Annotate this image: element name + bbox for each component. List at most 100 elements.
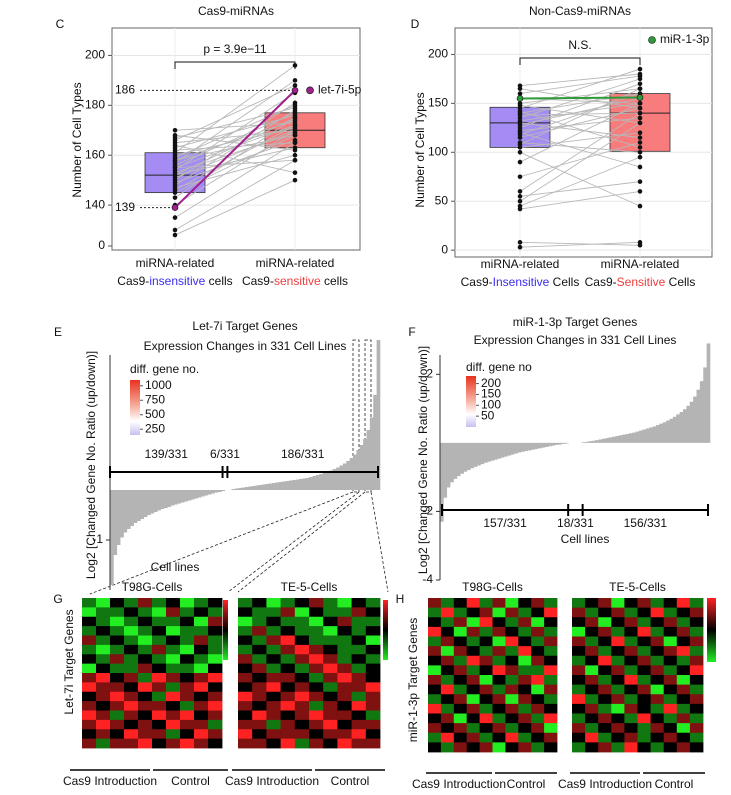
- heatmap-cell: [531, 694, 545, 705]
- heatmap-cell: [492, 655, 506, 666]
- heatmap-cell: [208, 691, 223, 702]
- pair-line: [519, 142, 641, 178]
- heatmap-cell: [572, 655, 586, 666]
- heatmap-cell: [585, 655, 599, 666]
- pair-point: [637, 189, 643, 194]
- colorbar-tick-label: 500: [145, 407, 165, 421]
- colorbar: [707, 598, 716, 662]
- bar: [504, 442, 508, 457]
- heatmap-cell: [194, 701, 209, 711]
- heatmap-cell: [266, 654, 281, 665]
- y-tick-label: 50: [435, 193, 449, 207]
- heatmap-cell: [294, 644, 310, 655]
- heatmap-cell: [518, 713, 532, 724]
- heatmap-cell: [194, 654, 209, 665]
- heatmap-cell: [365, 663, 381, 674]
- pair-line: [174, 134, 296, 151]
- heatmap-cell: [124, 616, 139, 627]
- pair-point: [637, 66, 643, 72]
- pair-point: [637, 179, 643, 184]
- heatmap-cell: [598, 665, 612, 676]
- colorbar-title: diff. gene no.: [130, 362, 199, 376]
- heatmap-cell: [663, 703, 678, 714]
- heatmap-cell: [585, 713, 599, 724]
- heatmap-cell: [294, 729, 310, 740]
- heatmap-cell: [544, 703, 558, 714]
- y-axis-label: Number of Cell Types: [413, 92, 427, 207]
- heatmap-cell: [252, 616, 267, 627]
- heatmap-cell: [124, 663, 139, 674]
- heatmap-cell: [323, 729, 338, 740]
- heatmap-cell: [572, 607, 586, 618]
- heatmap-cell: [166, 654, 181, 665]
- heatmap-cell: [637, 665, 651, 676]
- category-label: Cas9-insensitive cells: [117, 274, 232, 288]
- pair-line: [174, 159, 296, 231]
- heatmap-cell: [428, 703, 442, 714]
- heatmap-cell: [637, 684, 651, 695]
- heatmap-cell: [152, 710, 167, 721]
- chart-subtitle: Expression Changes in 331 Cell Lines: [474, 333, 677, 347]
- heatmap-cell: [365, 691, 381, 702]
- heatmap-cell: [96, 663, 111, 674]
- bar: [639, 430, 643, 443]
- heatmap-cell: [518, 684, 532, 695]
- y-axis-label: Log2 [Changed Gene No. Ratio (up/down)]: [84, 351, 98, 579]
- heatmap-cell: [323, 616, 338, 627]
- pair-line: [174, 124, 296, 191]
- heatmap-cell: [208, 607, 223, 618]
- heatmap-cell: [531, 732, 545, 743]
- y-tick-label: 200: [428, 47, 448, 61]
- heatmap-cell: [309, 691, 324, 702]
- heatmap-cell: [152, 616, 167, 627]
- heatmap-cell: [208, 663, 223, 674]
- heatmap-cell: [96, 738, 111, 749]
- group-label: Control: [171, 774, 210, 788]
- bar: [194, 490, 199, 499]
- heatmap-cell: [663, 636, 678, 647]
- heatmap-cell: [252, 673, 267, 683]
- heatmap-cell: [663, 723, 678, 734]
- heatmap-cell: [598, 636, 612, 647]
- heatmap-cell: [82, 673, 97, 683]
- heatmap-cell: [365, 682, 381, 693]
- heatmap-cell: [585, 703, 599, 714]
- heatmap-cell: [152, 663, 167, 674]
- heatmap-cell: [492, 742, 506, 753]
- pair-point: [637, 115, 643, 121]
- heatmap-cell: [180, 654, 195, 665]
- heatmap-cell: [337, 598, 352, 608]
- heatmap-cell: [453, 646, 468, 657]
- pair-line: [519, 73, 641, 87]
- heatmap-cell: [650, 684, 665, 695]
- heatmap-cell: [676, 675, 691, 686]
- category-label: miRNA-related: [601, 257, 680, 271]
- bar: [521, 442, 525, 452]
- pair-point: [637, 81, 643, 87]
- heatmap-cell: [689, 598, 704, 609]
- heatmap-cell: [96, 607, 111, 618]
- heatmap-cell: [611, 665, 625, 676]
- bar: [326, 472, 330, 490]
- heatmap-cell: [138, 635, 153, 646]
- heatmap-cell: [663, 598, 678, 609]
- heatmap-cell: [96, 654, 111, 665]
- chart-title: Non-Cas9-miRNAs: [529, 4, 631, 18]
- heatmap-cell: [194, 635, 209, 646]
- pair-point: [517, 140, 523, 145]
- bar: [470, 442, 475, 469]
- bar: [157, 490, 161, 511]
- heatmap-cell: [505, 665, 519, 676]
- highlight-point: [291, 87, 299, 94]
- category-label: miRNA-related: [136, 256, 215, 270]
- heatmap-cell: [194, 673, 209, 683]
- group-label: Cas9 Introduction: [412, 777, 506, 791]
- heatmap-cell: [351, 626, 367, 636]
- heatmap-cell: [479, 607, 493, 618]
- pair-line: [519, 151, 641, 207]
- pair-point: [292, 147, 298, 153]
- heatmap-cell: [440, 675, 455, 686]
- significance-bracket: [519, 57, 641, 65]
- heatmap-cell: [124, 654, 139, 665]
- heatmap-cell: [266, 710, 281, 721]
